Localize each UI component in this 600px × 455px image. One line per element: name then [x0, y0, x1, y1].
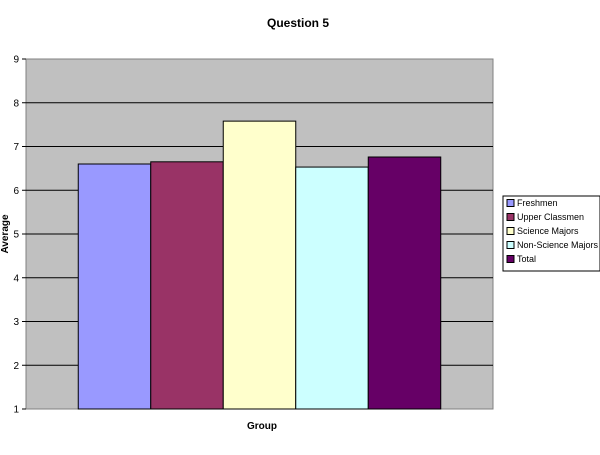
y-axis-label: Average: [0, 214, 11, 254]
legend-items: Freshmen Upper Classmen Science Majors Non-…: [506, 198, 599, 264]
bar-science-majors: [222, 120, 297, 410]
y-tick-label: 6: [13, 186, 19, 197]
legend-label: Total: [517, 254, 536, 264]
y-tick-label: 4: [13, 273, 19, 284]
bar-freshmen: [77, 163, 152, 410]
legend-swatch: [506, 213, 515, 221]
legend-box: [502, 195, 600, 272]
chart-title: Question 5: [267, 16, 329, 30]
y-tick-label: 1: [13, 405, 19, 416]
legend-label: Science Majors: [517, 226, 579, 236]
y-tick-label: 2: [13, 361, 19, 372]
y-tick-label: 8: [13, 98, 19, 109]
legend-swatch: [506, 227, 515, 235]
legend-label: Non-Science Majors: [517, 240, 599, 250]
y-axis-ticks: 1 2 3 4 5 6 7 8 9: [13, 55, 26, 416]
legend-label: Freshmen: [517, 198, 558, 208]
x-axis-label: Group: [247, 421, 277, 432]
y-tick-label: 7: [13, 142, 19, 153]
legend-swatch: [506, 255, 515, 263]
legend: Freshmen Upper Classmen Science Majors Non-…: [502, 195, 600, 272]
bar-total: [367, 156, 442, 410]
legend-swatch: [506, 241, 515, 249]
y-tick-label: 5: [13, 230, 19, 241]
legend-swatch: [506, 199, 515, 207]
y-tick-label: 3: [13, 317, 19, 328]
legend-label: Upper Classmen: [517, 212, 584, 222]
bars: [77, 120, 442, 410]
y-tick-label: 9: [13, 55, 19, 66]
bar-upper-classmen: [150, 161, 224, 410]
bar-non-science-majors: [295, 166, 369, 410]
